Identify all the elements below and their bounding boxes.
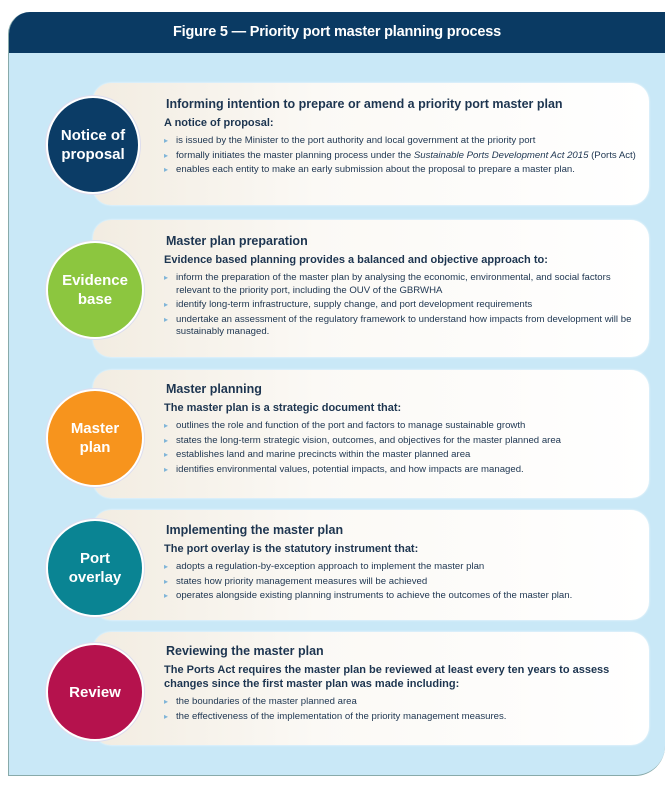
bullet: adopts a regulation-by-exception approac… — [164, 561, 641, 574]
bullet: inform the preparation of the master pla… — [164, 272, 641, 297]
step-bullets: is issued by the Minister to the port au… — [164, 135, 641, 177]
bullet: formally initiates the master planning p… — [164, 150, 641, 163]
step-title: Master planning — [166, 382, 262, 396]
step-label: Review — [69, 683, 121, 701]
step-intro: Evidence based planning provides a balan… — [164, 254, 548, 266]
figure-title: Figure 5 — Priority port master planning… — [9, 12, 665, 53]
bullet-text: (Ports Act) — [591, 149, 636, 161]
bullet: identify long-term infrastructure, suppl… — [164, 299, 641, 312]
bullet: enables each entity to make an early sub… — [164, 164, 641, 177]
step-intro: The master plan is a strategic document … — [164, 402, 402, 414]
step-title: Informing intention to prepare or amend … — [166, 97, 563, 111]
bullet: establishes land and marine precincts wi… — [164, 449, 641, 462]
step-review: Review Reviewing the master plan The Por… — [9, 632, 665, 745]
step-master-plan: Master plan Master planning The master p… — [9, 370, 665, 498]
step-circle: Port overlay — [46, 519, 144, 617]
step-card — [93, 632, 649, 745]
bullet: identifies environmental values, potenti… — [164, 464, 641, 477]
step-circle: Evidence base — [46, 241, 144, 339]
bullet: states the long-term strategic vision, o… — [164, 435, 641, 448]
bullet: outlines the role and function of the po… — [164, 420, 641, 433]
step-bullets: adopts a regulation-by-exception approac… — [164, 561, 641, 603]
step-label: Notice of proposal — [60, 127, 126, 163]
step-circle: Review — [46, 643, 144, 741]
step-intro: The Ports Act requires the master plan b… — [164, 664, 610, 690]
step-title: Master plan preparation — [166, 234, 308, 248]
step-title: Reviewing the master plan — [166, 644, 324, 658]
step-bullets: outlines the role and function of the po… — [164, 420, 641, 476]
bullet: the boundaries of the master planned are… — [164, 696, 641, 709]
step-circle: Master plan — [46, 389, 144, 487]
step-circle: Notice of proposal — [46, 96, 140, 194]
step-label: Master plan — [70, 420, 120, 456]
step-intro: A notice of proposal: — [164, 117, 274, 129]
step-label: Evidence base — [62, 272, 128, 308]
bullet-text: formally initiates the master planning p… — [176, 149, 412, 161]
bullet: the effectiveness of the implementation … — [164, 711, 641, 724]
step-label: Port overlay — [68, 550, 122, 586]
step-notice-of-proposal: Notice of proposal Informing intention t… — [9, 83, 665, 205]
bullet: undertake an assessment of the regulator… — [164, 314, 641, 339]
act-name: Sustainable Ports Development Act 2015 — [413, 149, 589, 161]
step-port-overlay: Port overlay Implementing the master pla… — [9, 510, 665, 620]
figure-frame: Figure 5 — Priority port master planning… — [8, 12, 665, 776]
step-title: Implementing the master plan — [166, 523, 344, 537]
step-bullets: inform the preparation of the master pla… — [164, 272, 641, 339]
bullet: states how priority management measures … — [164, 576, 641, 589]
step-intro: The port overlay is the statutory instru… — [164, 543, 419, 555]
bullet: operates alongside existing planning ins… — [164, 590, 641, 603]
step-bullets: the boundaries of the master planned are… — [164, 696, 641, 723]
step-evidence-base: Evidence base Master plan preparation Ev… — [9, 220, 665, 357]
bullet: is issued by the Minister to the port au… — [164, 135, 641, 148]
